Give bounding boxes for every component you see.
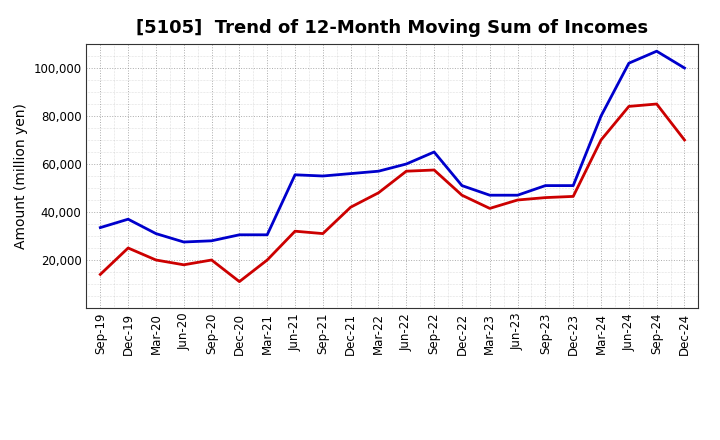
Net Income — [680, 137, 689, 143]
Net Income — [458, 193, 467, 198]
Y-axis label: Amount (million yen): Amount (million yen) — [14, 103, 28, 249]
Ordinary Income — [124, 216, 132, 222]
Net Income — [374, 190, 383, 195]
Net Income — [597, 137, 606, 143]
Ordinary Income — [152, 231, 161, 236]
Ordinary Income — [346, 171, 355, 176]
Net Income — [485, 206, 494, 211]
Ordinary Income — [402, 161, 410, 167]
Ordinary Income — [318, 173, 327, 179]
Ordinary Income — [624, 61, 633, 66]
Ordinary Income — [485, 193, 494, 198]
Net Income — [124, 246, 132, 251]
Ordinary Income — [430, 149, 438, 154]
Ordinary Income — [96, 225, 104, 230]
Title: [5105]  Trend of 12-Month Moving Sum of Incomes: [5105] Trend of 12-Month Moving Sum of I… — [136, 19, 649, 37]
Net Income — [402, 169, 410, 174]
Net Income — [291, 228, 300, 234]
Net Income — [152, 257, 161, 263]
Ordinary Income — [513, 193, 522, 198]
Ordinary Income — [597, 114, 606, 119]
Net Income — [541, 195, 550, 200]
Net Income — [263, 257, 271, 263]
Ordinary Income — [263, 232, 271, 238]
Net Income — [318, 231, 327, 236]
Net Income — [207, 257, 216, 263]
Net Income — [96, 272, 104, 277]
Ordinary Income — [207, 238, 216, 243]
Net Income — [624, 104, 633, 109]
Net Income — [652, 101, 661, 106]
Line: Net Income: Net Income — [100, 104, 685, 282]
Net Income — [569, 194, 577, 199]
Net Income — [179, 262, 188, 268]
Net Income — [346, 205, 355, 210]
Ordinary Income — [179, 239, 188, 245]
Net Income — [513, 198, 522, 203]
Ordinary Income — [291, 172, 300, 177]
Ordinary Income — [458, 183, 467, 188]
Line: Ordinary Income: Ordinary Income — [100, 51, 685, 242]
Net Income — [430, 167, 438, 172]
Ordinary Income — [569, 183, 577, 188]
Ordinary Income — [374, 169, 383, 174]
Ordinary Income — [652, 48, 661, 54]
Ordinary Income — [541, 183, 550, 188]
Ordinary Income — [235, 232, 243, 238]
Net Income — [235, 279, 243, 284]
Ordinary Income — [680, 66, 689, 71]
